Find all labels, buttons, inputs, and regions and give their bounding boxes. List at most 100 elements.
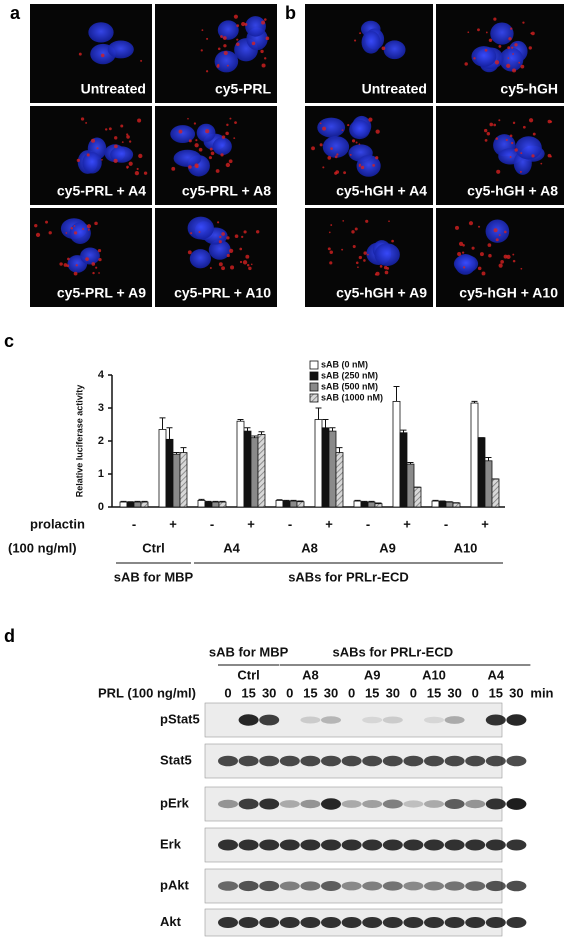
signal-dot <box>457 252 461 256</box>
band <box>403 917 423 928</box>
signal-dot <box>529 46 532 49</box>
band <box>445 881 465 890</box>
signal-dot <box>234 15 238 19</box>
x-tick-label: + <box>403 516 411 531</box>
signal-dot <box>328 247 331 250</box>
signal-dot <box>510 134 513 137</box>
bar <box>453 503 460 507</box>
signal-dot <box>355 228 358 231</box>
signal-dot <box>79 53 82 56</box>
error-bar <box>160 418 166 430</box>
signal-dot <box>375 273 377 275</box>
signal-dot <box>515 148 518 151</box>
signal-dot <box>488 254 492 258</box>
band <box>383 800 403 809</box>
band <box>403 882 423 891</box>
band <box>424 717 444 724</box>
signal-dot <box>330 251 333 254</box>
time-label: 0 <box>286 685 293 700</box>
signal-dot <box>49 231 52 234</box>
signal-dot <box>498 119 500 121</box>
signal-dot <box>137 119 141 123</box>
caption: cy5-hGH + A10 <box>459 285 558 301</box>
signal-dot <box>74 272 78 276</box>
band <box>506 798 526 810</box>
bar <box>368 502 375 507</box>
signal-dot <box>363 251 366 254</box>
signal-dot <box>225 132 229 136</box>
signal-dot <box>122 141 124 143</box>
band <box>403 839 423 850</box>
bar <box>471 403 478 507</box>
bar <box>375 504 382 507</box>
band <box>486 917 506 928</box>
signal-dot <box>352 139 355 142</box>
signal-dot <box>217 221 219 223</box>
signal-dot <box>120 124 123 127</box>
signal-dot <box>496 238 499 241</box>
nucleus <box>317 118 345 138</box>
band <box>506 917 526 928</box>
signal-dot <box>227 65 229 67</box>
signal-dot <box>550 156 552 158</box>
signal-dot <box>101 54 105 58</box>
band <box>383 839 403 850</box>
band <box>239 756 259 767</box>
nucleus <box>88 22 113 42</box>
signal-dot <box>137 168 139 170</box>
signal-dot <box>98 258 101 261</box>
signal-dot <box>95 267 97 269</box>
bar <box>159 429 166 507</box>
signal-dot <box>320 143 323 146</box>
signal-dot <box>171 167 175 171</box>
signal-dot <box>342 220 344 222</box>
band <box>486 839 506 850</box>
error-bar <box>167 428 173 440</box>
signal-dot <box>198 231 200 233</box>
signal-dot <box>359 143 361 145</box>
signal-dot <box>350 154 352 156</box>
signal-dot <box>480 252 484 256</box>
band <box>321 839 341 850</box>
signal-dot <box>251 264 253 266</box>
signal-dot <box>210 267 212 269</box>
band <box>465 881 485 891</box>
error-bar <box>323 420 329 428</box>
signal-dot <box>45 221 48 224</box>
band <box>506 714 526 725</box>
error-bar <box>245 428 251 431</box>
signal-dot <box>76 264 78 266</box>
signal-dot <box>353 245 356 248</box>
signal-dot <box>513 260 516 263</box>
signal-dot <box>508 57 510 59</box>
signal-dot <box>140 60 142 62</box>
signal-dot <box>496 137 499 140</box>
band <box>342 800 362 808</box>
signal-dot <box>335 170 339 174</box>
signal-dot <box>87 153 90 156</box>
band <box>239 714 259 725</box>
signal-dot <box>533 133 536 136</box>
band <box>239 881 259 891</box>
signal-dot <box>512 53 514 55</box>
signal-dot <box>64 263 68 267</box>
signal-dot <box>473 57 475 59</box>
caption: cy5-PRL + A9 <box>57 285 146 301</box>
nucleus <box>110 146 133 162</box>
signal-dot <box>467 31 469 33</box>
signal-dot <box>522 22 524 24</box>
signal-dot <box>88 229 90 231</box>
band <box>218 881 238 891</box>
nucleus <box>323 136 349 158</box>
signal-dot <box>330 224 332 226</box>
band <box>445 716 465 724</box>
row-label: PRL (100 ng/ml) <box>98 685 196 700</box>
band <box>445 839 465 850</box>
signal-dot <box>477 28 480 31</box>
signal-dot <box>262 63 266 67</box>
y-axis-label: Relative luciferase activity <box>74 385 84 498</box>
signal-dot <box>91 262 95 266</box>
signal-dot <box>221 232 225 236</box>
band <box>218 756 238 767</box>
band <box>383 717 403 724</box>
